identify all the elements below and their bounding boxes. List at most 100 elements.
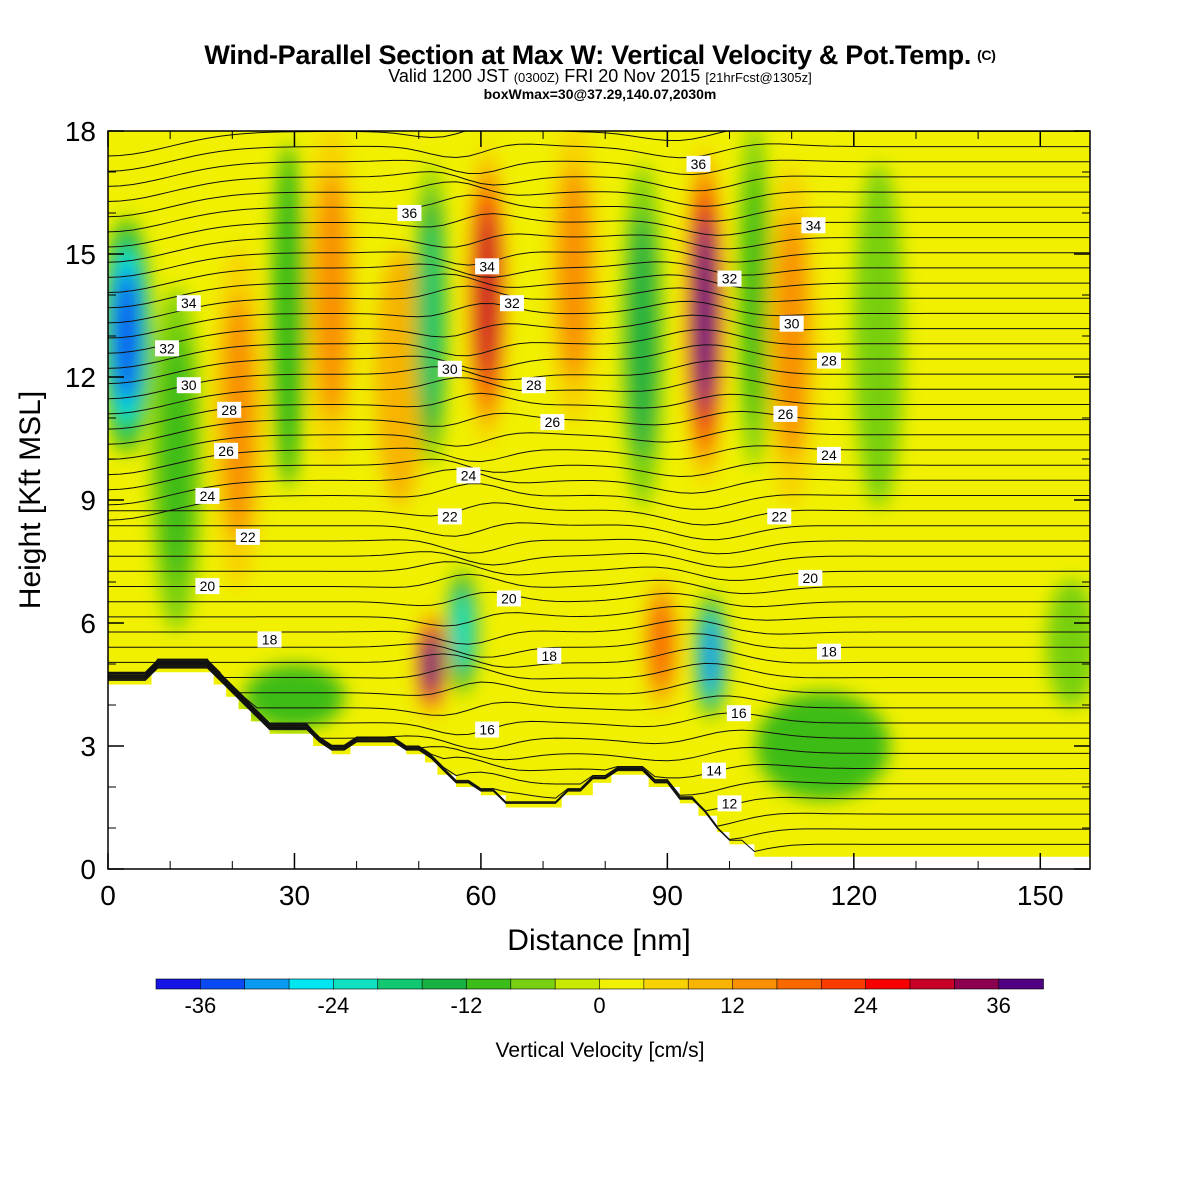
contour-label-bg [217,401,242,418]
contour-label-bg [717,795,742,812]
chart-title-text: Wind-Parallel Section at Max W: Vertical… [204,40,972,70]
velocity-feature-17 [853,163,904,509]
colorbar-swatch [200,978,246,990]
contour-label-text: 24 [461,467,477,483]
contour-label-24: 24 [456,467,481,484]
contour-label-bg [195,487,220,504]
forecast-info: [21hrFcst@1305z] [705,70,812,85]
velocity-feature-13 [702,618,720,693]
contour-label-bg [195,578,220,595]
isentrope-line [108,665,1090,812]
contour-label-bg [773,405,798,422]
velocity-feature-11 [628,213,657,459]
contour-label-text: 18 [821,644,837,660]
terrain-shape [108,672,1090,869]
contour-label-bg [701,762,726,779]
potential-temperature-contours [108,131,1090,853]
velocity-feature-3 [271,143,306,488]
isentrope-line [108,658,1090,680]
isentrope-line [108,483,1090,521]
isentrope-line [108,660,1090,716]
x-tick-label: 90 [652,880,683,911]
contour-label-text: 24 [200,488,216,504]
contour-label-text: 16 [479,722,495,738]
contour-label-text: 14 [706,763,722,779]
velocity-feature-1 [159,336,194,582]
colorbar-swatch [998,978,1044,990]
valid-prefix: Valid 1200 JST [388,66,509,86]
contour-label-text: 34 [479,258,495,274]
isentrope-line [108,300,1090,339]
colorbar-swatch [244,978,290,990]
contour-label-text: 34 [806,217,822,233]
colorbar-tick-label: 36 [986,993,1010,1018]
isentrope-line [108,392,1090,430]
isentrope-line [108,344,1090,385]
contour-label-30: 30 [437,360,462,377]
velocity-feature-20 [755,692,890,800]
contour-label-text: 18 [262,631,278,647]
y-tick-label: 9 [80,485,96,516]
x-tick-label: 30 [279,880,310,911]
contour-label-bg [176,377,201,394]
contour-label-26: 26 [773,405,798,422]
contour-label-18: 18 [257,631,282,648]
y-tick-label: 18 [65,116,96,147]
contour-label-22: 22 [767,508,792,525]
contour-label-text: 34 [181,295,197,311]
isentrope-line [108,663,1090,779]
contour-label-20: 20 [496,590,521,607]
colorbar-swatch [599,978,645,990]
isentrope-line [108,314,1090,354]
isentrope-line [108,248,1090,278]
colorbar-swatch [333,978,379,990]
isentrope-line [108,666,1090,827]
isentrope-line [108,143,1090,172]
colorbar-swatch [288,978,335,990]
contour-label-18: 18 [537,647,562,664]
contour-label-bg [798,569,823,586]
colorbar-swatch [421,978,468,990]
isentrope-line [108,605,1090,627]
valid-date: FRI 20 Nov 2015 [564,66,701,86]
isentrope-line [108,458,1090,491]
contour-label-bg [437,360,462,377]
valid-utc: (0300Z) [513,70,560,85]
velocity-feature-5 [374,247,426,507]
contour-label-text: 36 [691,156,707,172]
box-wmax-info: boxWmax=30@37.29,140.07,2030m [483,86,717,102]
colorbar-tick-label: -12 [451,993,483,1018]
contour-label-20: 20 [798,569,823,586]
contour-label-bg [496,590,521,607]
contour-label-34: 34 [475,258,500,275]
velocity-feature-9 [423,634,440,694]
contour-label-32: 32 [155,340,180,357]
velocity-feature-0 [114,268,140,404]
velocity-feature-16 [774,213,809,459]
contour-label-text: 22 [240,529,256,545]
isentrope-line [108,666,1090,841]
contour-label-text: 36 [402,205,418,221]
isentrope-line [108,659,1090,696]
contour-label-bg [235,528,260,545]
contour-label-text: 32 [722,271,738,287]
contour-label-text: 28 [526,377,542,393]
isentrope-line [108,376,1090,415]
isentrope-line [108,502,1090,526]
velocity-feature-18 [1046,578,1090,709]
contour-label-bg [475,721,500,738]
colorbar-swatch [820,978,867,990]
contour-label-28: 28 [217,401,242,418]
contour-label-14: 14 [701,762,726,779]
valid-time-line: Valid 1200 JST (0300Z) FRI 20 Nov 2015 [… [0,67,1200,87]
contour-labels: 36 36 34 34 34 32 32 32 30 30 30 28 28 28 26 26 26 24 24 24… [155,155,841,812]
contour-label-34: 34 [801,217,826,234]
contour-label-20: 20 [195,578,220,595]
contour-label-34: 34 [176,295,201,312]
contour-label-16: 16 [475,721,500,738]
contour-label-text: 32 [159,340,175,356]
contour-label-36: 36 [686,155,711,172]
contour-label-32: 32 [717,270,742,287]
